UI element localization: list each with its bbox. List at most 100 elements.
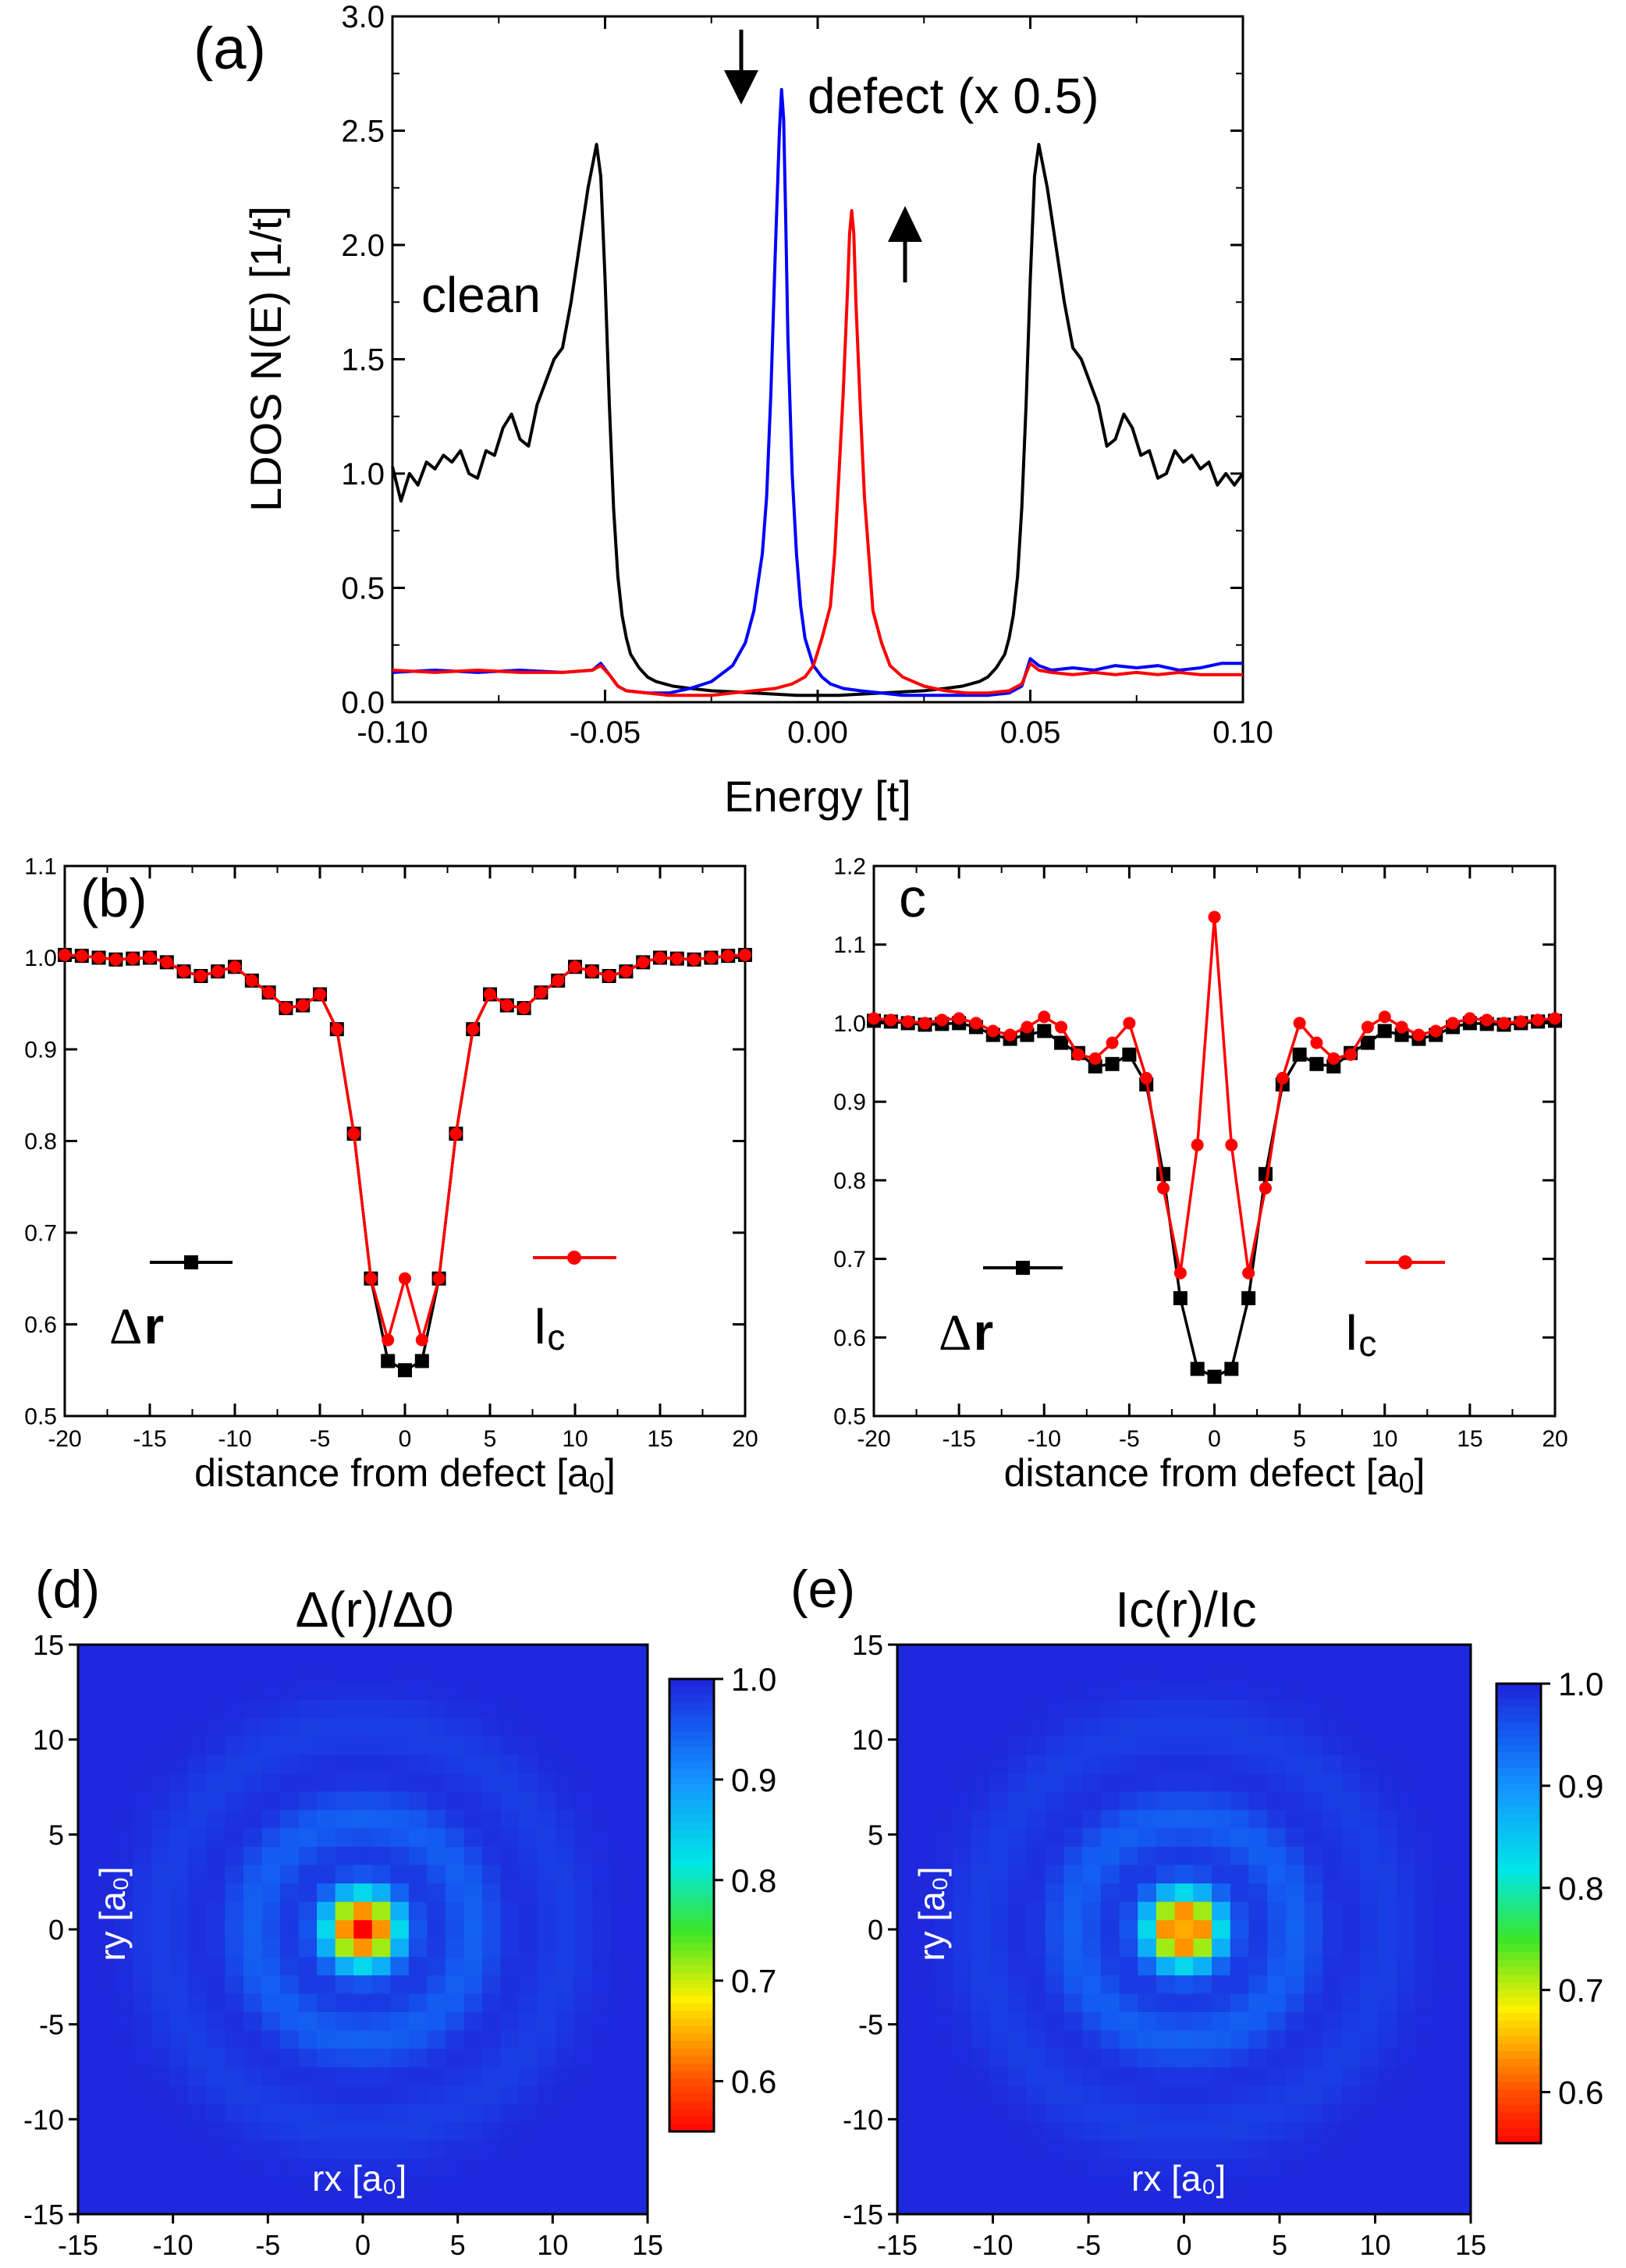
- heatmap-cell: [1008, 1755, 1028, 1774]
- heatmap-cell: [115, 1975, 134, 1995]
- ic-marker: [415, 1333, 428, 1347]
- heatmap-cell: [556, 2159, 575, 2178]
- heatmap-cell: [1174, 1957, 1194, 1976]
- heatmap-cell: [519, 1975, 538, 1995]
- heatmap-cell: [934, 2067, 953, 2086]
- heatmap-cell: [261, 2085, 281, 2105]
- colorbar-segment: [669, 2064, 714, 2072]
- heatmap-cell: [953, 1865, 972, 1884]
- heatmap-cell: [989, 1957, 1009, 1976]
- heatmap-cell: [1138, 1901, 1157, 1921]
- heatmap-cell: [243, 1883, 263, 1903]
- heatmap-cell: [1341, 2011, 1361, 2032]
- heatmap-cell: [953, 1901, 972, 1921]
- colorbar-segment: [1496, 2082, 1541, 2091]
- colorbar-segment: [1496, 2028, 1541, 2037]
- x-tick-label: -15: [942, 1426, 975, 1452]
- heatmap-cell: [1285, 2103, 1305, 2123]
- heatmap-cell: [1156, 1920, 1176, 1940]
- ic-marker: [211, 965, 225, 978]
- heatmap-cell: [133, 1736, 152, 1755]
- heatmap-cell: [151, 2049, 171, 2068]
- heatmap-cell: [1415, 1957, 1435, 1976]
- heatmap-cell: [953, 2067, 972, 2086]
- heatmap-cell: [1174, 2195, 1194, 2215]
- y-axis-label-text: ry [a₀]: [911, 1866, 952, 1961]
- heatmap-cell: [1452, 1663, 1472, 1682]
- heatmap-cell: [1174, 1645, 1194, 1664]
- x-tick-label: 0.05: [1000, 715, 1061, 750]
- heatmap-cell: [573, 2159, 593, 2178]
- heatmap-cell: [1156, 2030, 1176, 2050]
- heatmap-cell: [1008, 2177, 1028, 2197]
- colorbar-segment: [1496, 2074, 1541, 2083]
- heatmap-cell: [1063, 2195, 1083, 2215]
- y-tick-label: 0.8: [24, 1129, 57, 1155]
- y-tick-label: 15: [33, 1629, 64, 1661]
- heatmap-cell: [1267, 1736, 1287, 1755]
- heatmap-cell: [1026, 1645, 1046, 1664]
- heatmap-cell: [463, 2122, 483, 2142]
- heatmap-cell: [556, 1847, 575, 1866]
- heatmap-cell: [1119, 1791, 1138, 1811]
- heatmap-cell: [556, 2103, 575, 2123]
- heatmap-cell: [1341, 2103, 1361, 2123]
- heatmap-cell: [371, 1681, 391, 1701]
- heatmap-cell: [1156, 2067, 1176, 2086]
- heatmap-cell: [151, 1883, 171, 1903]
- ic-marker: [126, 952, 140, 965]
- colorbar-segment: [1496, 1844, 1541, 1853]
- heatmap-cell: [1322, 2122, 1342, 2142]
- heatmap-cell: [1230, 1828, 1250, 1847]
- heatmap-cell: [1248, 2159, 1268, 2178]
- heatmap-cell: [1415, 1883, 1435, 1903]
- heatmap-cell: [482, 1975, 502, 1995]
- heatmap-cell: [1193, 2085, 1212, 2105]
- heatmap-cell: [482, 1920, 502, 1940]
- heatmap-cell: [1452, 1938, 1472, 1957]
- heatmap-cell: [1285, 1901, 1305, 1921]
- heatmap-cell: [592, 1791, 612, 1811]
- heatmap-cell: [1100, 1681, 1120, 1701]
- heatmap-cell: [934, 1809, 953, 1830]
- delta-marker: [414, 1354, 429, 1368]
- ic-marker: [484, 988, 496, 1001]
- heatmap-cell: [1174, 1901, 1194, 1921]
- ic-marker: [901, 1015, 914, 1028]
- heatmap-cell: [1433, 2140, 1453, 2160]
- heatmap-cell: [556, 2177, 575, 2197]
- heatmap-cell: [298, 2011, 318, 2032]
- heatmap-cell: [1267, 2122, 1287, 2142]
- heatmap-cell: [1212, 2030, 1231, 2050]
- heatmap-cell: [1359, 1773, 1379, 1792]
- colorbar-segment: [669, 1980, 714, 1989]
- heatmap-cell: [96, 1681, 115, 1701]
- delta-marker: [1309, 1056, 1324, 1071]
- heatmap-cell: [225, 2011, 244, 2032]
- heatmap-cell: [610, 1681, 630, 1701]
- heatmap-cell: [1452, 2067, 1472, 2086]
- heatmap-cell: [971, 1663, 991, 1682]
- heatmap-cell: [1026, 2011, 1046, 2032]
- heatmap-cell: [335, 2103, 354, 2123]
- heatmap-cell: [1156, 1681, 1176, 1701]
- heatmap-cell: [934, 1975, 953, 1995]
- heatmap-cell: [353, 1975, 373, 1995]
- heatmap-cell: [115, 1645, 134, 1664]
- heatmap-cell: [934, 1791, 953, 1811]
- heatmap-cell: [934, 1920, 953, 1940]
- heatmap-cell: [915, 1865, 935, 1884]
- heatmap-cell: [897, 1938, 917, 1957]
- heatmap-cell: [243, 1957, 263, 1976]
- heatmap-cell: [1248, 1993, 1268, 2013]
- colorbar-segment: [669, 1784, 714, 1793]
- heatmap-cell: [500, 1993, 520, 2013]
- heatmap-cell: [280, 1736, 300, 1755]
- heatmap-cell: [1212, 1773, 1231, 1792]
- heatmap-cell: [427, 1699, 446, 1719]
- heatmap-cell: [390, 1681, 410, 1701]
- heatmap-cell: [1378, 1663, 1397, 1682]
- heatmap-cell: [1174, 2011, 1194, 2032]
- heatmap-cell: [592, 1718, 612, 1737]
- heatmap-cell: [915, 2159, 935, 2178]
